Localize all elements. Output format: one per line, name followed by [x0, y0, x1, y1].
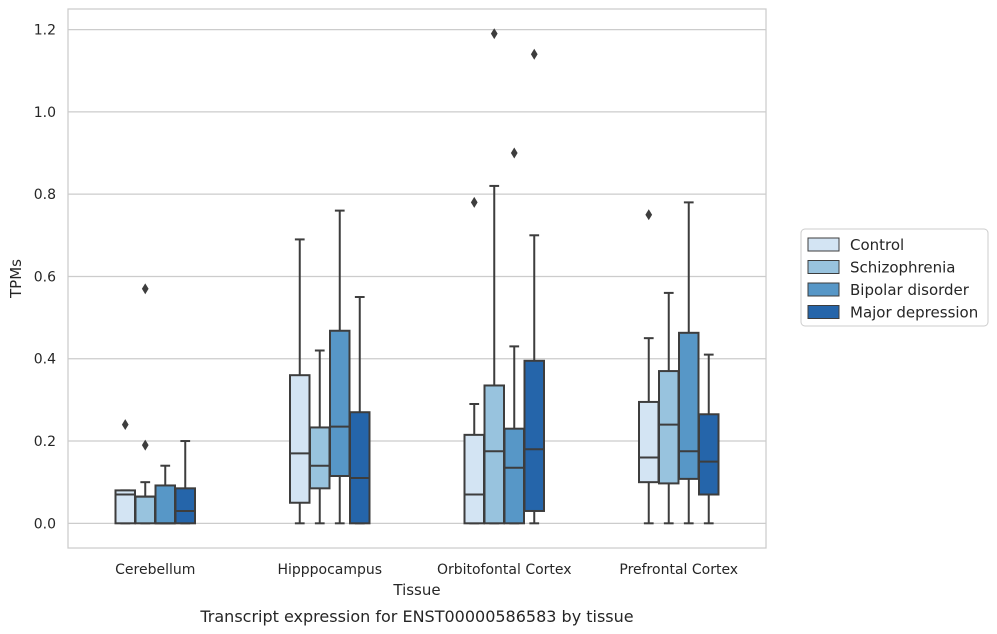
x-axis-ticks: Cerebellum Hipppocampus Orbitofontal Corte… [115, 562, 738, 578]
box [309, 349, 331, 525]
box-iqr [154, 484, 176, 525]
legend-swatch [807, 237, 840, 252]
box [174, 440, 196, 525]
x-tick-label: Orbitofontal Cortex [437, 562, 572, 578]
plot-frame [67, 8, 767, 549]
legend-frame [800, 228, 989, 327]
box [678, 201, 700, 525]
series-2 [154, 147, 700, 525]
legend-label: Major depression [850, 304, 978, 322]
y-tick-label: 1.2 [34, 23, 56, 39]
y-tick-label: 0.6 [34, 269, 56, 285]
outlier-point [470, 196, 478, 208]
box [483, 28, 505, 525]
outlier-point [121, 419, 129, 431]
y-tick-label: 0.2 [34, 434, 56, 450]
box [114, 419, 136, 525]
chart-caption: Transcript expression for ENST0000058658… [199, 607, 633, 626]
box-iqr [698, 413, 720, 496]
x-axis-title: Tissue [392, 581, 440, 599]
box [289, 238, 311, 525]
legend-label: Schizophrenia [850, 259, 955, 277]
box-iqr [134, 495, 156, 525]
box [638, 209, 660, 525]
box [503, 147, 525, 525]
legend-item[interactable]: Control [807, 236, 904, 254]
box-iqr [483, 384, 505, 525]
outlier-point [141, 439, 149, 451]
box-iqr [523, 359, 545, 512]
legend-swatch [807, 260, 840, 274]
legend-item[interactable]: Schizophrenia [807, 259, 955, 277]
box-iqr [463, 433, 485, 525]
box-iqr [678, 331, 700, 480]
box-iqr [309, 426, 331, 490]
box [154, 464, 176, 525]
box [134, 283, 156, 525]
box-iqr [289, 374, 311, 504]
box [658, 291, 680, 525]
legend-item[interactable]: Bipolar disorder [807, 281, 970, 299]
outlier-point [510, 147, 518, 159]
box [698, 353, 720, 525]
outlier-point [141, 283, 149, 295]
box-iqr [638, 400, 660, 484]
legend-swatch [807, 282, 840, 297]
box-series [114, 28, 720, 525]
series-1 [134, 28, 680, 525]
y-tick-label: 1.0 [34, 105, 56, 121]
box [329, 209, 351, 525]
outlier-point [645, 209, 653, 221]
outlier-point [530, 48, 538, 60]
y-tick-label: 0.4 [34, 352, 56, 368]
box-iqr [658, 370, 680, 485]
legend-swatch [807, 305, 840, 319]
series-0 [114, 196, 660, 525]
box-iqr [174, 487, 196, 525]
legend[interactable]: Control Schizophrenia Bipolar disorder Majo… [800, 228, 989, 327]
legend-label: Control [850, 236, 904, 254]
box-iqr [503, 427, 525, 525]
box-iqr [329, 329, 351, 477]
legend-item[interactable]: Major depression [807, 304, 978, 322]
outlier-point [490, 28, 498, 40]
box [523, 48, 545, 525]
x-tick-label: Prefrontal Cortex [619, 562, 738, 578]
x-tick-label: Cerebellum [115, 562, 195, 578]
series-3 [174, 48, 720, 525]
legend-label: Bipolar disorder [850, 281, 970, 299]
box [349, 296, 371, 525]
x-tick-label: Hipppocampus [277, 562, 382, 578]
y-axis-title: TPMs [7, 259, 25, 299]
y-tick-label: 0.0 [34, 516, 56, 532]
y-axis-ticks: 0.0 0.2 0.4 0.6 0.8 1.0 1.2 [34, 23, 56, 533]
box-iqr [349, 411, 371, 525]
box [463, 196, 485, 525]
y-tick-label: 0.8 [34, 187, 56, 203]
